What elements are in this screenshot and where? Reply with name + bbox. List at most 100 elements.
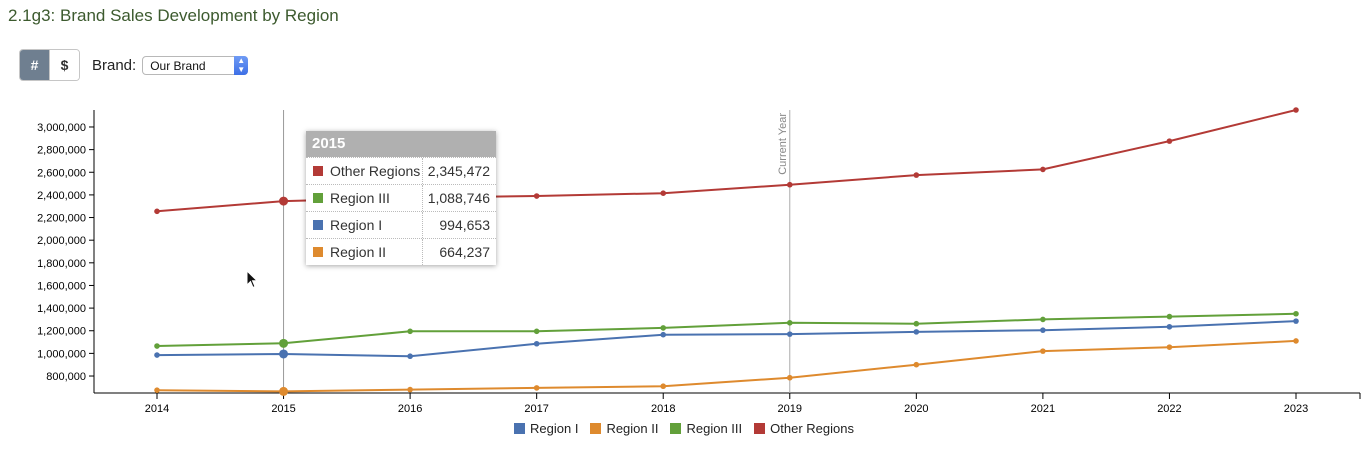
brand-select-value: Our Brand bbox=[150, 58, 206, 73]
data-point bbox=[786, 331, 793, 337]
x-tick-label: 2019 bbox=[778, 403, 802, 415]
tooltip-row: Other Regions 2,345,472 bbox=[306, 157, 496, 184]
data-point bbox=[154, 208, 160, 215]
tooltip-swatch bbox=[313, 166, 323, 176]
series-line-region-iii bbox=[156, 312, 1297, 347]
page-title: 2.1g3: Brand Sales Development by Region bbox=[8, 6, 339, 25]
series-line-region-i bbox=[156, 320, 1297, 358]
data-point bbox=[1293, 310, 1299, 317]
tooltip-row: Region III 1,088,746 bbox=[306, 184, 496, 211]
tooltip-swatch bbox=[313, 247, 323, 257]
data-point bbox=[154, 387, 160, 393]
tooltip-series-name: Region III bbox=[306, 185, 423, 211]
tooltip-value: 994,653 bbox=[439, 217, 490, 233]
y-tick-label: 1,200,000 bbox=[37, 326, 86, 338]
data-point bbox=[407, 386, 413, 393]
data-point bbox=[279, 386, 289, 396]
data-point bbox=[660, 325, 667, 331]
data-point bbox=[279, 349, 289, 359]
tooltip-row: Region II 664,237 bbox=[306, 238, 496, 265]
tooltip-series-label: Region I bbox=[330, 217, 383, 233]
y-tick-label: 2,600,000 bbox=[37, 167, 86, 179]
brand-select[interactable]: Our Brand ▲ ▼ bbox=[142, 55, 249, 75]
data-point bbox=[913, 361, 920, 368]
y-tick-label: 3,000,000 bbox=[37, 122, 86, 134]
legend-label: Region I bbox=[530, 421, 579, 436]
x-tick-label: 2020 bbox=[904, 403, 928, 415]
data-point bbox=[407, 353, 413, 360]
data-point bbox=[786, 320, 793, 326]
tooltip-series-name: Region I bbox=[306, 212, 423, 238]
legend-swatch bbox=[670, 423, 682, 434]
tooltip-value: 1,088,746 bbox=[427, 190, 490, 206]
legend-swatch bbox=[514, 423, 526, 434]
y-tick-label: 1,800,000 bbox=[37, 258, 86, 270]
data-point bbox=[1166, 313, 1173, 320]
data-point bbox=[1040, 348, 1046, 354]
data-point bbox=[154, 343, 160, 349]
legend-swatch bbox=[754, 423, 766, 434]
metric-toggle: # $ bbox=[19, 49, 80, 81]
data-point bbox=[279, 338, 289, 348]
series-region-ii bbox=[154, 338, 1299, 396]
tooltip-series-label: Region II bbox=[330, 244, 387, 260]
data-point bbox=[1166, 138, 1173, 144]
tooltip-value: 2,345,472 bbox=[427, 163, 490, 179]
units-button[interactable]: # bbox=[20, 50, 49, 80]
chart-tooltip: 2015 Other Regions 2,345,472 Region III 1,0… bbox=[306, 131, 496, 265]
data-point bbox=[1166, 323, 1173, 330]
legend-label: Other Regions bbox=[770, 421, 854, 436]
x-tick-label: 2015 bbox=[271, 403, 295, 415]
series-line-region-ii bbox=[156, 339, 1297, 393]
data-point bbox=[407, 328, 413, 335]
data-point bbox=[1166, 344, 1173, 350]
x-tick-label: 2022 bbox=[1157, 403, 1181, 415]
data-point bbox=[660, 383, 667, 390]
data-point bbox=[533, 328, 540, 335]
tooltip-series-name: Region II bbox=[306, 239, 423, 265]
tooltip-year: 2015 bbox=[306, 131, 496, 157]
data-point bbox=[660, 190, 667, 197]
x-tick-label: 2017 bbox=[524, 403, 548, 415]
y-tick-label: 2,200,000 bbox=[37, 213, 86, 225]
data-point bbox=[154, 352, 160, 358]
legend-item[interactable]: Region I bbox=[514, 421, 578, 436]
tooltip-swatch bbox=[313, 220, 323, 230]
data-point bbox=[533, 340, 540, 347]
legend-label: Region III bbox=[686, 421, 743, 436]
toolbar: # $ Brand: Our Brand ▲ ▼ bbox=[19, 49, 249, 81]
y-tick-label: 2,800,000 bbox=[37, 145, 86, 157]
y-tick-label: 1,400,000 bbox=[37, 303, 86, 315]
x-tick-label: 2023 bbox=[1284, 403, 1308, 415]
data-point bbox=[1040, 166, 1046, 173]
chart-legend: Region I Region II Region III Other Regions bbox=[0, 421, 1368, 436]
y-tick-label: 1,600,000 bbox=[37, 280, 86, 292]
mouse-cursor-icon bbox=[246, 270, 259, 289]
series-region-i bbox=[154, 318, 1299, 360]
y-tick-label: 800,000 bbox=[46, 371, 86, 383]
legend-label: Region II bbox=[606, 421, 659, 436]
tooltip-swatch bbox=[313, 193, 323, 203]
legend-item[interactable]: Region III bbox=[670, 421, 742, 436]
data-point bbox=[533, 193, 540, 199]
x-tick-label: 2014 bbox=[145, 403, 169, 415]
data-point bbox=[1293, 107, 1299, 113]
data-point bbox=[1293, 338, 1299, 344]
x-tick-label: 2021 bbox=[1031, 403, 1055, 415]
tooltip-series-label: Other Regions bbox=[330, 163, 421, 179]
legend-item[interactable]: Other Regions bbox=[754, 421, 854, 436]
data-point bbox=[1040, 327, 1046, 333]
data-point bbox=[913, 329, 920, 335]
data-point bbox=[786, 181, 793, 188]
tooltip-series-name: Other Regions bbox=[306, 158, 423, 184]
brand-label: Brand: bbox=[92, 56, 137, 74]
x-tick-label: 2016 bbox=[398, 403, 422, 415]
data-point bbox=[660, 331, 667, 338]
dollars-button[interactable]: $ bbox=[49, 50, 79, 80]
updown-arrows-icon: ▲ ▼ bbox=[234, 55, 249, 75]
y-tick-label: 1,000,000 bbox=[37, 348, 86, 360]
tooltip-value: 664,237 bbox=[439, 244, 490, 260]
legend-item[interactable]: Region II bbox=[590, 421, 658, 436]
x-tick-label: 2018 bbox=[651, 403, 675, 415]
legend-swatch bbox=[590, 423, 602, 434]
